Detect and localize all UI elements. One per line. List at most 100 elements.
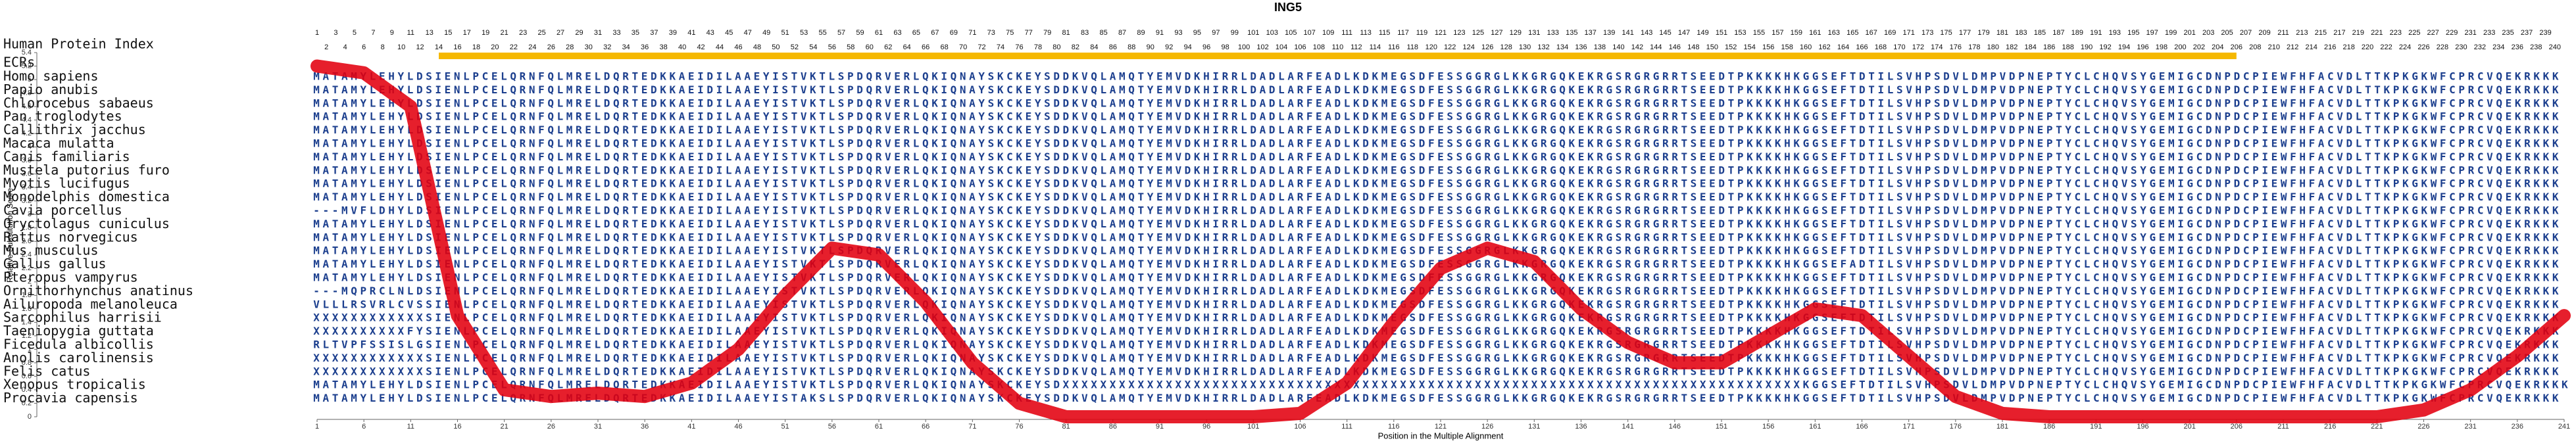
y-tick-label: 4.8	[22, 89, 32, 97]
position-number: 80	[1053, 43, 1060, 51]
x-axis-label: Position in the Multiple Alignment	[1378, 431, 1504, 440]
position-number: 83	[1081, 29, 1089, 37]
position-number: 207	[2240, 29, 2252, 37]
position-number: 127	[1491, 29, 1502, 37]
position-number: 113	[1360, 29, 1372, 37]
sequence: MATAMYLEHYLDSIENLPCELQRNFQLMRELDQRTEDKKA…	[313, 218, 2559, 230]
position-number: 4	[343, 43, 347, 51]
position-number: 26	[547, 43, 555, 51]
position-number: 73	[987, 29, 995, 37]
position-number: 185	[2034, 29, 2046, 37]
position-number: 223	[2390, 29, 2402, 37]
position-number: 192	[2099, 43, 2111, 51]
x-tick-label: 171	[1902, 423, 1914, 431]
position-number: 184	[2025, 43, 2037, 51]
position-number: 140	[1612, 43, 1624, 51]
x-tick-label: 126	[1481, 423, 1493, 431]
x-tick-label: 241	[2558, 423, 2570, 431]
position-number: 136	[1575, 43, 1587, 51]
position-number: 230	[2455, 43, 2467, 51]
position-number: 128	[1500, 43, 1512, 51]
x-tick-label: 6	[362, 423, 366, 431]
position-number: 76	[1015, 43, 1023, 51]
x-tick-label: 141	[1622, 423, 1633, 431]
position-number: 210	[2268, 43, 2280, 51]
position-number: 212	[2287, 43, 2298, 51]
position-number: 124	[1463, 43, 1475, 51]
position-number: 217	[2333, 29, 2345, 37]
position-number: 167	[1866, 29, 1877, 37]
position-number: 232	[2474, 43, 2486, 51]
position-number: 221	[2371, 29, 2383, 37]
position-number: 141	[1622, 29, 1633, 37]
position-number: 36	[641, 43, 649, 51]
position-number: 163	[1828, 29, 1840, 37]
position-number: 123	[1453, 29, 1465, 37]
position-number: 64	[903, 43, 911, 51]
sequence: MATAMYLEHYLDSIENLPCELQRNFQLMRELDQRTEDKKA…	[313, 110, 2559, 123]
position-number: 48	[753, 43, 761, 51]
species-name: Mus musculus	[3, 243, 99, 258]
position-number: 190	[2081, 43, 2093, 51]
position-number: 75	[1006, 29, 1014, 37]
y-tick-label: 2.6	[22, 237, 32, 245]
position-number: 8	[381, 43, 385, 51]
y-tick-label: 2.4	[22, 251, 32, 259]
position-number: 131	[1528, 29, 1540, 37]
position-number: 186	[2043, 43, 2055, 51]
position-number: 172	[1912, 43, 1924, 51]
position-number: 116	[1388, 43, 1400, 51]
x-tick-label: 96	[1202, 423, 1210, 431]
sequence: XXXXXXXXXXXXSIENLPCELQRNFQLMRELDQRTEDKKA…	[313, 365, 2559, 377]
position-number: 215	[2315, 29, 2327, 37]
y-tick-label: 1.2	[22, 332, 32, 340]
x-tick-label: 146	[1669, 423, 1681, 431]
sequence: MATAMYLEHYLDSIENLPCELQRNFQLMRELDQRTEDKKA…	[313, 124, 2559, 136]
position-number: 193	[2109, 29, 2121, 37]
position-number: 161	[1809, 29, 1821, 37]
position-number: 188	[2062, 43, 2073, 51]
position-number: 40	[678, 43, 686, 51]
position-number: 144	[1650, 43, 1662, 51]
position-number: 85	[1099, 29, 1107, 37]
y-tick-label: 4.6	[22, 103, 32, 110]
position-number: 240	[2549, 43, 2561, 51]
position-number: 98	[1222, 43, 1229, 51]
position-number: 12	[416, 43, 424, 51]
position-number: 31	[594, 29, 602, 37]
position-number: 149	[1697, 29, 1708, 37]
x-tick-label: 191	[2090, 423, 2102, 431]
position-number: 226	[2417, 43, 2429, 51]
header-label: Human Protein Index	[3, 36, 154, 52]
sequence: MATAMYLEHYLDSIENLPCELQRNFQLMRELDQRTEDKKA…	[313, 83, 2559, 96]
species-name: Chlorocebus sabaeus	[3, 95, 154, 110]
position-number: 239	[2539, 29, 2551, 37]
position-number: 171	[1902, 29, 1914, 37]
position-number: 139	[1603, 29, 1615, 37]
position-number: 158	[1781, 43, 1793, 51]
position-number: 134	[1556, 43, 1568, 51]
species-name: Rattus norvegicus	[3, 229, 138, 245]
position-number: 39	[669, 29, 677, 37]
position-number: 222	[2380, 43, 2392, 51]
position-number: 108	[1313, 43, 1325, 51]
position-number: 115	[1379, 29, 1391, 37]
position-number: 170	[1893, 43, 1905, 51]
position-number: 54	[809, 43, 817, 51]
y-tick-label: 0	[28, 413, 32, 421]
y-tick-label: 0.4	[22, 386, 32, 394]
position-number: 101	[1247, 29, 1259, 37]
y-tick-label: 4.4	[22, 116, 32, 124]
position-number: 102	[1256, 43, 1268, 51]
position-number: 220	[2362, 43, 2373, 51]
position-number: 95	[1193, 29, 1201, 37]
y-tick-label: 1.4	[22, 318, 32, 326]
position-number: 228	[2437, 43, 2448, 51]
position-number: 21	[501, 29, 508, 37]
position-number: 199	[2165, 29, 2177, 37]
position-number: 118	[1407, 43, 1419, 51]
y-tick-label: 2.2	[22, 264, 32, 272]
position-number: 38	[660, 43, 668, 51]
position-number: 132	[1537, 43, 1549, 51]
